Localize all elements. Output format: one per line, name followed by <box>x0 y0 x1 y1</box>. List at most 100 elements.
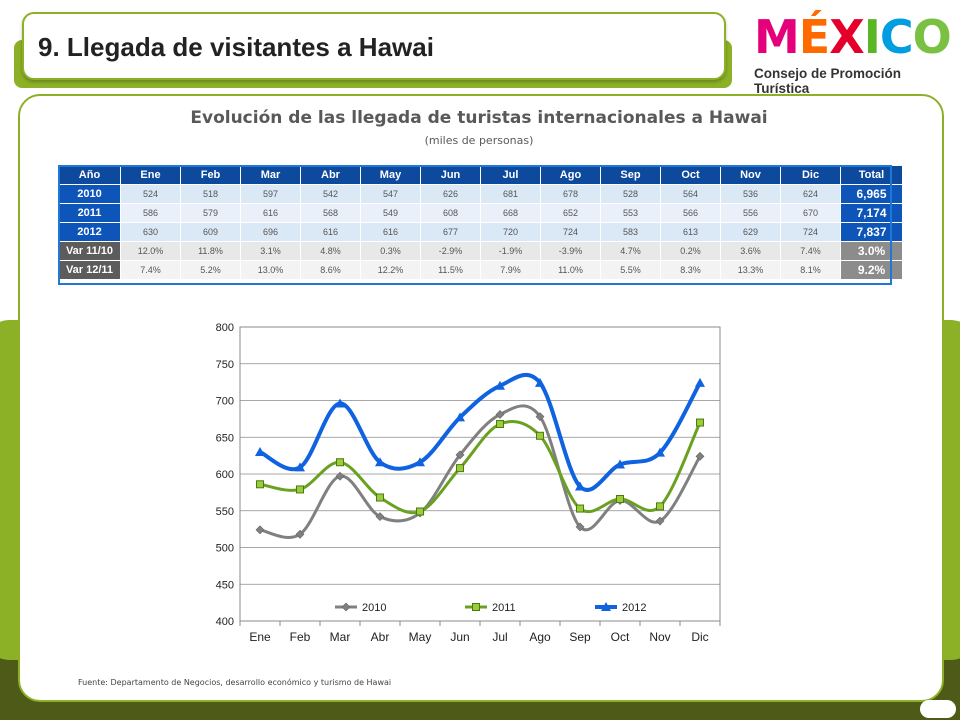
data-point-2012 <box>455 412 465 422</box>
x-tick-label: Abr <box>371 630 390 644</box>
table-cell: 586 <box>120 203 181 223</box>
table-cell: 616 <box>240 203 301 223</box>
table-header-cell: Jul <box>480 165 541 185</box>
x-tick-label: Ene <box>249 630 271 644</box>
y-tick-label: 750 <box>216 359 234 371</box>
table-header-cell: Jun <box>420 165 481 185</box>
corner-pill <box>920 700 956 718</box>
data-point-2012 <box>575 481 585 491</box>
table-cell: 624 <box>780 184 841 204</box>
table-cell: 616 <box>300 222 361 242</box>
table-cell: -1.9% <box>480 241 541 261</box>
table-cell: 8.6% <box>300 260 361 280</box>
y-tick-label: 700 <box>216 396 234 408</box>
data-point-2012 <box>375 457 385 467</box>
data-point-2010 <box>575 522 585 532</box>
table-header-cell: Año <box>58 165 121 185</box>
table-cell: 542 <box>300 184 361 204</box>
legend-label: 2011 <box>492 602 516 614</box>
table-cell: 518 <box>180 184 241 204</box>
y-tick-label: 600 <box>216 469 234 481</box>
data-point-2012 <box>415 457 425 467</box>
table-header-cell: Oct <box>660 165 721 185</box>
data-point-2011 <box>256 480 264 489</box>
table-cell: 670 <box>780 203 841 223</box>
table-cell: 528 <box>600 184 661 204</box>
source-note: Fuente: Departamento de Negocios, desarr… <box>78 678 392 687</box>
row-label: Var 11/10 <box>58 241 121 261</box>
y-tick-label: 400 <box>216 616 234 628</box>
table-cell: 11.8% <box>180 241 241 261</box>
table-row: Var 11/10 12.0% 11.8% 3.1% 4.8% 0.3% -2.9% -1.9… <box>58 241 903 261</box>
page-title: 9. Llegada de visitantes a Hawai <box>38 32 434 62</box>
table-cell: 652 <box>540 203 601 223</box>
x-tick-label: Mar <box>330 630 351 644</box>
data-point-2010 <box>655 516 665 526</box>
table-cell: 678 <box>540 184 601 204</box>
table-cell: 12.0% <box>120 241 181 261</box>
table-cell: 681 <box>480 184 541 204</box>
table-cell: 616 <box>360 222 421 242</box>
x-tick-label: May <box>409 630 432 644</box>
table-header-row: Año Ene Feb Mar Abr May Jun Jul Ago Sep Oct Nov Dic T… <box>58 165 903 185</box>
logo-subtitle: Consejo de Promoción Turística <box>754 66 902 96</box>
row-label: 2011 <box>58 203 121 223</box>
data-point-2012 <box>535 377 545 387</box>
table-cell: 11.5% <box>420 260 481 280</box>
table-cell: 597 <box>240 184 301 204</box>
table-cell: 629 <box>720 222 781 242</box>
table-cell: 13.3% <box>720 260 781 280</box>
logo-letter: O <box>912 10 952 64</box>
table-cell: -3.9% <box>540 241 601 261</box>
table-cell: 8.1% <box>780 260 841 280</box>
table-cell: 568 <box>300 203 361 223</box>
data-point-2012 <box>495 380 505 390</box>
table-cell: 724 <box>540 222 601 242</box>
logo-letter: M <box>754 10 800 64</box>
row-label: 2012 <box>58 222 121 242</box>
table-cell: 3.6% <box>720 241 781 261</box>
table-cell: 630 <box>120 222 181 242</box>
table-row: Var 12/11 7.4% 5.2% 13.0% 8.6% 12.2% 11.5% 7.9%… <box>58 260 903 280</box>
data-point-2012 <box>601 602 611 611</box>
x-tick-label: Sep <box>569 630 591 644</box>
table-header-cell: Mar <box>240 165 301 185</box>
table-cell: 4.7% <box>600 241 661 261</box>
legend-label: 2010 <box>362 602 386 614</box>
data-point-2011 <box>496 420 504 429</box>
data-point-2011 <box>296 485 304 494</box>
table-cell: 583 <box>600 222 661 242</box>
table-cell: 613 <box>660 222 721 242</box>
table-cell: 696 <box>240 222 301 242</box>
table-cell: 0.2% <box>660 241 721 261</box>
x-tick-label: Ago <box>529 630 551 644</box>
data-point-2011 <box>656 502 664 511</box>
row-total: 3.0% <box>840 241 903 261</box>
table-row: 2010 524 518 597 542 547 626 681 678 528 564 536 624… <box>58 184 903 204</box>
data-point-2011 <box>416 507 424 516</box>
data-point-2011 <box>472 603 480 611</box>
y-tick-label: 800 <box>216 322 234 334</box>
table-header-cell: Abr <box>300 165 361 185</box>
data-point-2011 <box>576 504 584 513</box>
data-point-2012 <box>695 377 705 387</box>
table-cell: 4.8% <box>300 241 361 261</box>
table-header-cell: Nov <box>720 165 781 185</box>
table-cell: 7.4% <box>780 241 841 261</box>
logo-letter: X <box>829 10 864 64</box>
table-cell: 724 <box>780 222 841 242</box>
table-cell: 549 <box>360 203 421 223</box>
x-tick-label: Dic <box>691 630 708 644</box>
data-point-2011 <box>696 418 704 427</box>
y-tick-label: 450 <box>216 579 234 591</box>
table-cell: 3.1% <box>240 241 301 261</box>
data-point-2011 <box>456 464 464 473</box>
table-cell: 5.2% <box>180 260 241 280</box>
x-tick-label: Jul <box>492 630 507 644</box>
row-total: 9.2% <box>840 260 903 280</box>
row-total: 7,837 <box>840 222 903 242</box>
logo-letter: I <box>863 10 881 64</box>
table-cell: 547 <box>360 184 421 204</box>
table-header-cell: May <box>360 165 421 185</box>
